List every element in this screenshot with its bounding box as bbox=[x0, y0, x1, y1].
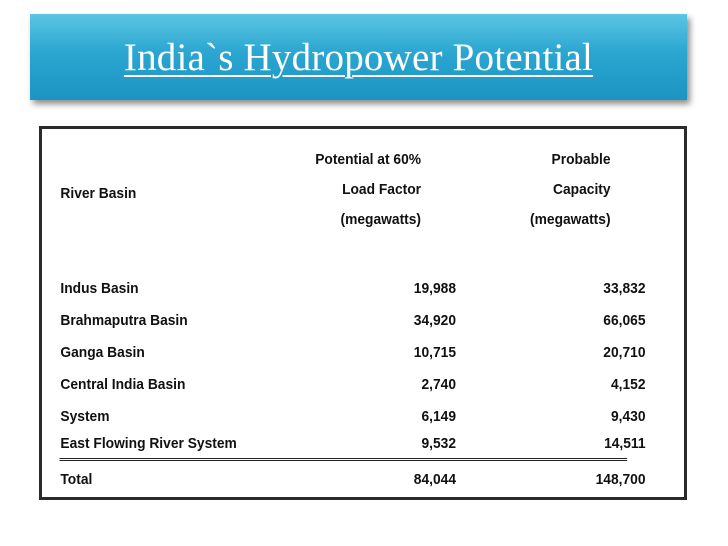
table-row: Central India Basin 2,740 4,152 bbox=[60, 370, 686, 400]
total-potential: 84,044 bbox=[413, 471, 456, 488]
row-basin: Central India Basin bbox=[60, 376, 186, 393]
row-basin: System bbox=[60, 408, 110, 425]
row-capacity: 9,430 bbox=[610, 408, 646, 425]
row-capacity: 20,710 bbox=[603, 344, 646, 361]
row-potential: 6,149 bbox=[421, 408, 456, 425]
row-potential: 19,988 bbox=[413, 280, 456, 297]
header-capacity-line-3: (megawatts) bbox=[530, 211, 611, 228]
header-potential: Potential at 60% Load Factor (megawatts) bbox=[315, 145, 421, 235]
total-capacity: 148,700 bbox=[595, 471, 646, 488]
table-row: East Flowing River System 9,532 14,511 bbox=[60, 429, 686, 459]
header-potential-line-2: Load Factor bbox=[342, 181, 422, 198]
row-potential: 9,532 bbox=[421, 435, 456, 452]
row-potential: 34,920 bbox=[413, 312, 456, 329]
total-label: Total bbox=[60, 471, 93, 488]
row-basin: Brahmaputra Basin bbox=[60, 312, 188, 329]
hydropower-table: River Basin Potential at 60% Load Factor… bbox=[39, 126, 687, 500]
row-potential: 10,715 bbox=[413, 344, 456, 361]
row-capacity: 4,152 bbox=[610, 376, 646, 393]
title-banner: India`s Hydropower Potential bbox=[30, 14, 687, 100]
row-capacity: 14,511 bbox=[604, 435, 646, 452]
table-row: Ganga Basin 10,715 20,710 bbox=[60, 338, 686, 368]
slide-title: India`s Hydropower Potential bbox=[123, 35, 594, 79]
row-potential: 2,740 bbox=[421, 376, 456, 393]
row-capacity: 33,832 bbox=[603, 280, 646, 297]
header-river-basin: River Basin bbox=[60, 185, 137, 202]
header-potential-line-1: Potential at 60% bbox=[315, 151, 422, 168]
table-row: Brahmaputra Basin 34,920 66,065 bbox=[60, 306, 686, 336]
total-divider bbox=[59, 458, 628, 461]
header-capacity-line-2: Capacity bbox=[553, 181, 611, 198]
row-basin: East Flowing River System bbox=[60, 435, 237, 452]
table-content: River Basin Potential at 60% Load Factor… bbox=[42, 129, 646, 497]
table-row: Indus Basin 19,988 33,832 bbox=[60, 274, 686, 304]
table-row: System 6,149 9,430 bbox=[60, 402, 686, 432]
header-capacity-line-1: Probable bbox=[551, 151, 611, 168]
row-capacity: 66,065 bbox=[603, 312, 646, 329]
total-row: Total 84,044 148,700 bbox=[60, 465, 686, 495]
row-basin: Ganga Basin bbox=[60, 344, 145, 361]
row-basin: Indus Basin bbox=[60, 280, 139, 297]
header-potential-line-3: (megawatts) bbox=[340, 211, 422, 228]
header-capacity: Probable Capacity (megawatts) bbox=[530, 145, 611, 235]
